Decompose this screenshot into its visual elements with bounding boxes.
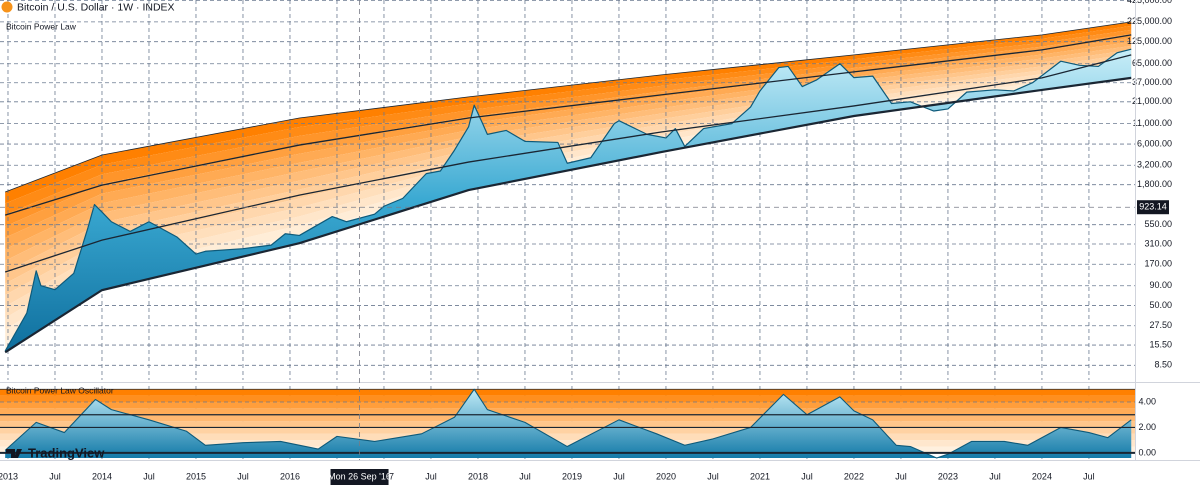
y-tick-label: 425,000.00 [1127, 0, 1172, 5]
y-tick-label: 8.50 [1154, 360, 1172, 370]
power-law-band [5, 21, 1132, 204]
osc-band [0, 389, 1135, 396]
oscillator-pane [0, 386, 1135, 459]
x-tick-label: 2018 [468, 471, 488, 481]
x-tick-label: Jul [989, 471, 1001, 481]
y-tick-label: 15.50 [1149, 339, 1172, 349]
x-tick-label: 2016 [280, 471, 300, 481]
y-tick-label: 90.00 [1149, 280, 1172, 290]
x-tick-label: 2024 [1032, 471, 1052, 481]
y-tick-label: 125,000.00 [1127, 36, 1172, 46]
x-tick-label: Jul [1083, 471, 1095, 481]
osc-area [5, 389, 1132, 458]
power-law-band [5, 25, 1132, 215]
osc-tick-label: 2.00 [1138, 422, 1156, 432]
x-tick-label: Jul [707, 471, 719, 481]
x-tick-label: Jul [49, 471, 61, 481]
x-tick-label: 2013 [0, 471, 18, 481]
y-tick-label: 11,000.00 [1133, 118, 1172, 128]
y-tick-label: 225,000.00 [1127, 16, 1172, 26]
x-tick-label: Jul [801, 471, 813, 481]
header: Bitcoin / U.S. Dollar · 1W · INDEX Bitco… [1, 1, 175, 395]
oscillator-title: Bitcoin Power Law Oscillator [6, 385, 114, 395]
osc-band [0, 433, 1135, 441]
osc-line [4, 388, 1132, 459]
y-tick-label: 27.50 [1149, 320, 1172, 330]
osc-tick-label: 4.00 [1138, 396, 1156, 406]
y-tick-label: 21,000.00 [1132, 96, 1172, 106]
crosshair-price-box [1137, 200, 1169, 215]
y-tick-label: 170.00 [1144, 259, 1172, 269]
osc-band [0, 440, 1135, 447]
x-tick-label: 2019 [562, 471, 582, 481]
symbol-title: Bitcoin / U.S. Dollar · 1W · INDEX [17, 1, 175, 13]
osc-band [0, 402, 1135, 409]
logo-mark [6, 449, 22, 458]
x-tick-label: Jul [143, 471, 155, 481]
y-tick-label: 3,200.00 [1137, 160, 1172, 170]
overlay: 923.14 Mon 26 Sep '16 [0, 0, 1169, 485]
crosshair-date-label: Mon 26 Sep '16 [328, 471, 391, 481]
x-tick-label: 2023 [938, 471, 958, 481]
x-tick-label: 2015 [186, 471, 206, 481]
osc-band [0, 421, 1135, 428]
band-line-lower [4, 54, 1132, 273]
band-line-upper [4, 34, 1132, 216]
y-tick-label: 50.00 [1149, 300, 1172, 310]
osc-band [0, 395, 1135, 402]
y-tick-label: 6,000.00 [1137, 138, 1172, 148]
osc-band [0, 427, 1135, 434]
tv-logo: TradingView [6, 445, 105, 460]
crosshair-date-box [330, 469, 389, 485]
y-tick-label: 550.00 [1144, 219, 1172, 229]
x-tick-label: 2022 [844, 471, 864, 481]
indicator-title: Bitcoin Power Law [6, 21, 77, 31]
y-tick-label: 1,800.00 [1137, 179, 1172, 189]
btc-icon [1, 1, 13, 13]
osc-band [0, 408, 1135, 415]
osc-band [0, 414, 1135, 422]
price-line [4, 48, 1132, 352]
x-tick-label: Jul [425, 471, 437, 481]
band-line-top [5, 21, 1132, 193]
axes: 2013Jul2014Jul2015Jul2016Jul2017Jul2018J… [0, 0, 1172, 481]
x-tick-label: 2021 [750, 471, 770, 481]
osc-tick-label: 0.00 [1138, 447, 1156, 457]
y-tick-label: 310.00 [1144, 238, 1172, 248]
logo-text: TradingView [28, 445, 105, 460]
x-tick-label: Jul [613, 471, 625, 481]
x-tick-label: Jul [237, 471, 249, 481]
y-tick-label: 65,000.00 [1132, 58, 1172, 68]
x-tick-label: 2020 [656, 471, 676, 481]
x-tick-label: Jul [519, 471, 531, 481]
y-tick-label: 37,000.00 [1132, 77, 1172, 87]
crosshair-price-label: 923.14 [1139, 202, 1167, 212]
x-tick-label: Jul [895, 471, 907, 481]
band-line-support [4, 76, 1132, 354]
x-tick-label: 2014 [92, 471, 112, 481]
main-pane [0, 0, 1135, 380]
